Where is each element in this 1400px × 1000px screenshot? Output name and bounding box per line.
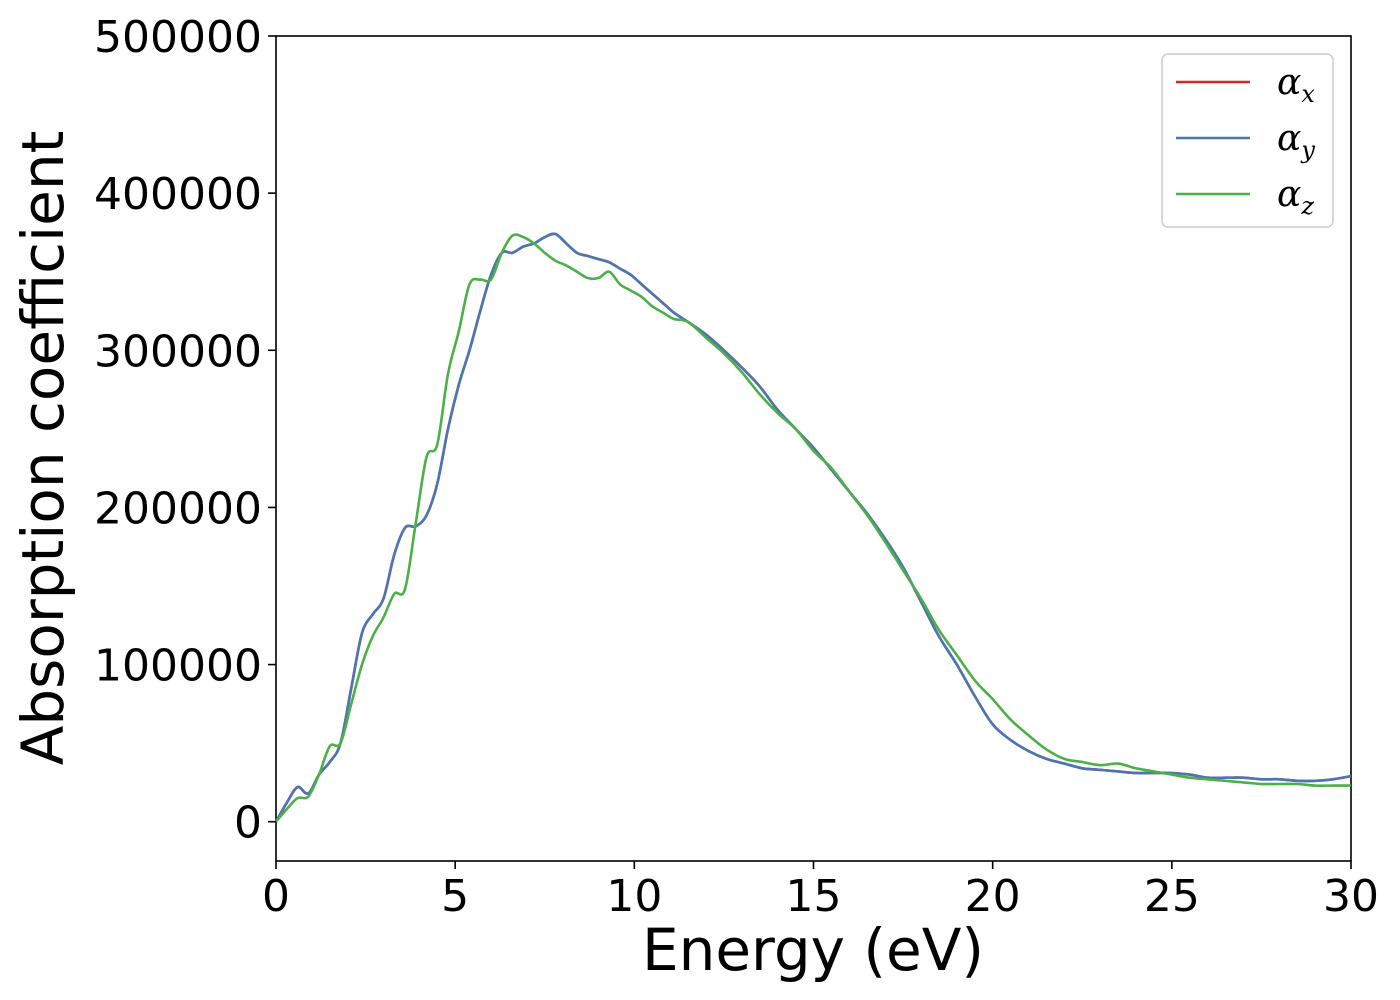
y-tick-label: 200000 [94, 483, 262, 534]
series-line-alpha-z [275, 233, 1351, 823]
x-tick-label: 15 [786, 871, 842, 922]
x-tick-label: 25 [1144, 871, 1200, 922]
x-tick-label: 10 [606, 871, 662, 922]
y-tick-label: 100000 [94, 641, 262, 692]
x-axis-label: Energy (eV) [642, 916, 984, 984]
x-tick-label: 30 [1323, 871, 1379, 922]
y-tick-label: 400000 [94, 169, 262, 220]
legend-box [1161, 53, 1334, 228]
y-axis-label: Absorption coefficient [9, 131, 77, 766]
y-tick-label: 500000 [94, 12, 262, 63]
legend-label-alpha-z: αz [1277, 174, 1314, 220]
x-tick-label: 20 [965, 871, 1021, 922]
series-line-alpha-y [274, 232, 1352, 823]
series-line-alpha-x [274, 232, 1352, 823]
x-tick-label: 0 [262, 871, 290, 922]
x-tick-label: 5 [441, 871, 469, 922]
y-tick-label: 300000 [94, 326, 262, 377]
y-axis-ticks: 0 100000 200000 300000 400000 500000 [94, 12, 276, 849]
x-axis-ticks: 0 5 10 15 20 25 30 [262, 861, 1379, 922]
y-tick-label: 0 [234, 798, 262, 849]
legend: αx αy αz [1161, 53, 1334, 228]
series-layer [274, 232, 1352, 823]
legend-label-alpha-y: αy [1277, 118, 1315, 164]
legend-label-alpha-x: αx [1277, 62, 1315, 108]
